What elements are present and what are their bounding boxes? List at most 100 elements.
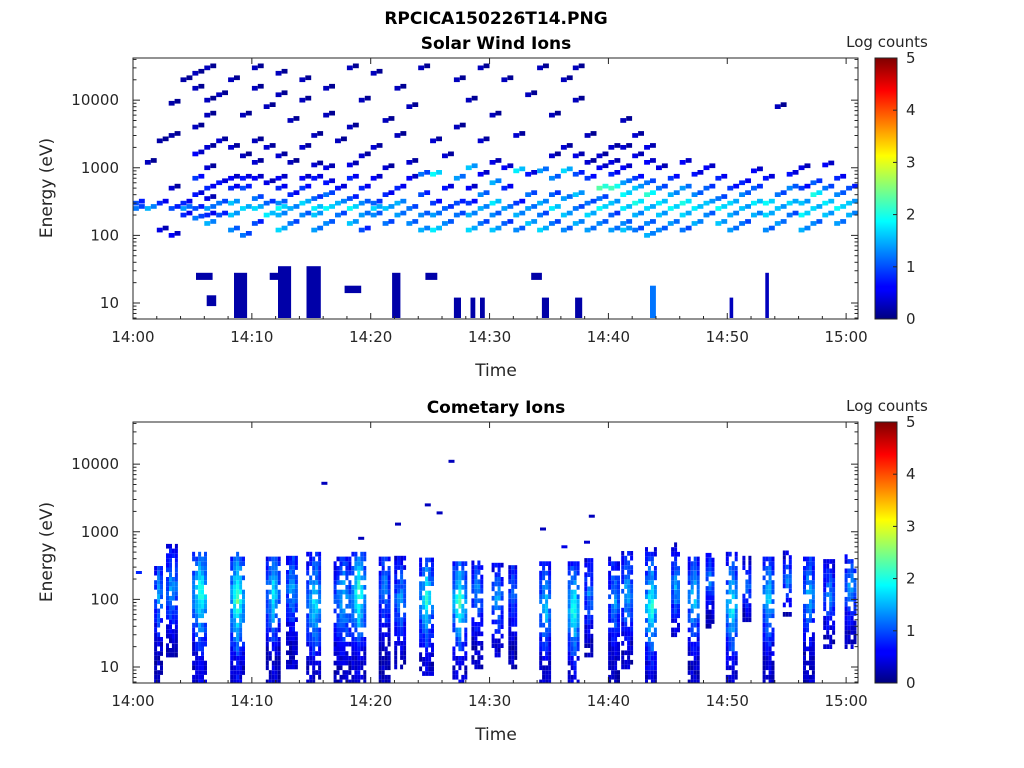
heatmap-cell	[360, 618, 364, 623]
heatmap-cell	[711, 619, 715, 624]
heatmap-cell	[360, 641, 364, 647]
heatmap-cell	[360, 613, 364, 619]
heatmap-cell	[195, 594, 199, 600]
heatmap-cell	[734, 651, 738, 656]
heatmap-cell	[572, 192, 579, 197]
heatmap-cell	[806, 608, 809, 614]
heatmap-cell	[514, 622, 518, 627]
heatmap-cell	[567, 637, 571, 642]
heatmap-cell	[387, 665, 391, 671]
heatmap-cell	[436, 225, 442, 231]
heatmap-cell	[318, 570, 322, 576]
heatmap-cell	[461, 570, 465, 576]
heatmap-cell	[785, 564, 789, 570]
heatmap-cell	[844, 596, 848, 602]
panel-title: Solar Wind Ions	[421, 34, 572, 54]
heatmap-cell	[626, 225, 633, 231]
heatmap-cell	[748, 593, 752, 599]
heatmap-cell	[630, 641, 634, 646]
heatmap-cell	[608, 627, 612, 633]
heatmap-cell	[545, 651, 549, 656]
heatmap-cell	[850, 630, 854, 635]
heatmap-cell	[378, 575, 382, 581]
heatmap-cell	[844, 644, 848, 649]
heatmap-cell	[292, 617, 295, 622]
heatmap-cell	[762, 622, 766, 628]
heatmap-cell	[315, 561, 319, 566]
heatmap-cell	[384, 656, 388, 661]
heatmap-cell	[731, 646, 735, 652]
y-tick-label: 10	[100, 658, 119, 676]
heatmap-cell	[174, 131, 181, 136]
heatmap-cell	[378, 613, 382, 619]
heatmap-cell	[174, 629, 178, 634]
heatmap-cell	[782, 574, 786, 579]
heatmap-cell	[333, 589, 337, 595]
heatmap-cell	[271, 632, 275, 637]
heatmap-cell	[508, 603, 512, 608]
heatmap-cell	[725, 656, 729, 661]
heatmap-cell	[239, 656, 243, 661]
heatmap-cell	[687, 594, 691, 600]
heatmap-cell	[204, 580, 207, 585]
heatmap-cell	[608, 679, 612, 683]
heatmap-cell	[806, 674, 809, 680]
heatmap-cell	[677, 551, 680, 557]
heatmap-point	[540, 527, 546, 531]
heatmap-cell	[576, 646, 580, 652]
heatmap-cell	[570, 641, 574, 647]
heatmap-cell	[329, 204, 335, 209]
heatmap-bar	[269, 272, 283, 280]
heatmap-cell	[195, 656, 199, 661]
heatmap-cell	[357, 660, 361, 666]
heatmap-cell	[294, 636, 298, 641]
colorbar-tick-label: 2	[906, 570, 916, 588]
heatmap-cell	[477, 565, 481, 570]
heatmap-cell	[497, 591, 501, 596]
heatmap-cell	[236, 665, 240, 671]
heatmap-cell	[387, 589, 391, 595]
heatmap-cell	[671, 632, 675, 638]
heatmap-cell	[572, 221, 579, 226]
heatmap-cell	[792, 210, 799, 216]
heatmap-cell	[768, 613, 772, 619]
heatmap-cell	[514, 612, 518, 618]
heatmap-cell	[768, 674, 772, 680]
heatmap-cell	[299, 212, 306, 218]
heatmap-cell	[387, 651, 391, 656]
heatmap-cell	[292, 641, 295, 646]
heatmap-cell	[829, 587, 833, 593]
heatmap-cell	[271, 646, 275, 652]
heatmap-cell	[826, 644, 830, 649]
heatmap-cell	[731, 641, 735, 647]
heatmap-cell	[204, 603, 207, 609]
heatmap-cell	[452, 594, 456, 600]
heatmap-cell	[844, 615, 848, 621]
heatmap-cell	[318, 556, 322, 562]
heatmap-cell	[277, 674, 281, 680]
heatmap-cell	[765, 566, 769, 571]
heatmap-cell	[494, 581, 498, 587]
heatmap-cell	[171, 581, 175, 587]
heatmap-cell	[461, 594, 465, 600]
heatmap-cell	[428, 571, 432, 577]
heatmap-cell	[292, 570, 295, 575]
heatmap-cell	[611, 665, 615, 671]
heatmap-cell	[317, 131, 324, 136]
heatmap-cell	[376, 204, 383, 209]
heatmap-cell	[378, 632, 382, 637]
heatmap-cell	[351, 679, 355, 683]
heatmap-cell	[166, 629, 169, 634]
heatmap-cell	[788, 564, 792, 570]
heatmap-cell	[309, 674, 313, 680]
heatmap-cell	[425, 666, 429, 672]
heatmap-cell	[428, 661, 432, 667]
heatmap-bar	[470, 297, 476, 318]
heatmap-cell	[647, 594, 651, 600]
heatmap-cell	[497, 619, 501, 625]
heatmap-cell	[567, 580, 571, 585]
heatmap-cell	[281, 173, 288, 179]
heatmap-cell	[653, 660, 657, 666]
heatmap-cell	[292, 607, 295, 613]
heatmap-cell	[274, 632, 278, 637]
